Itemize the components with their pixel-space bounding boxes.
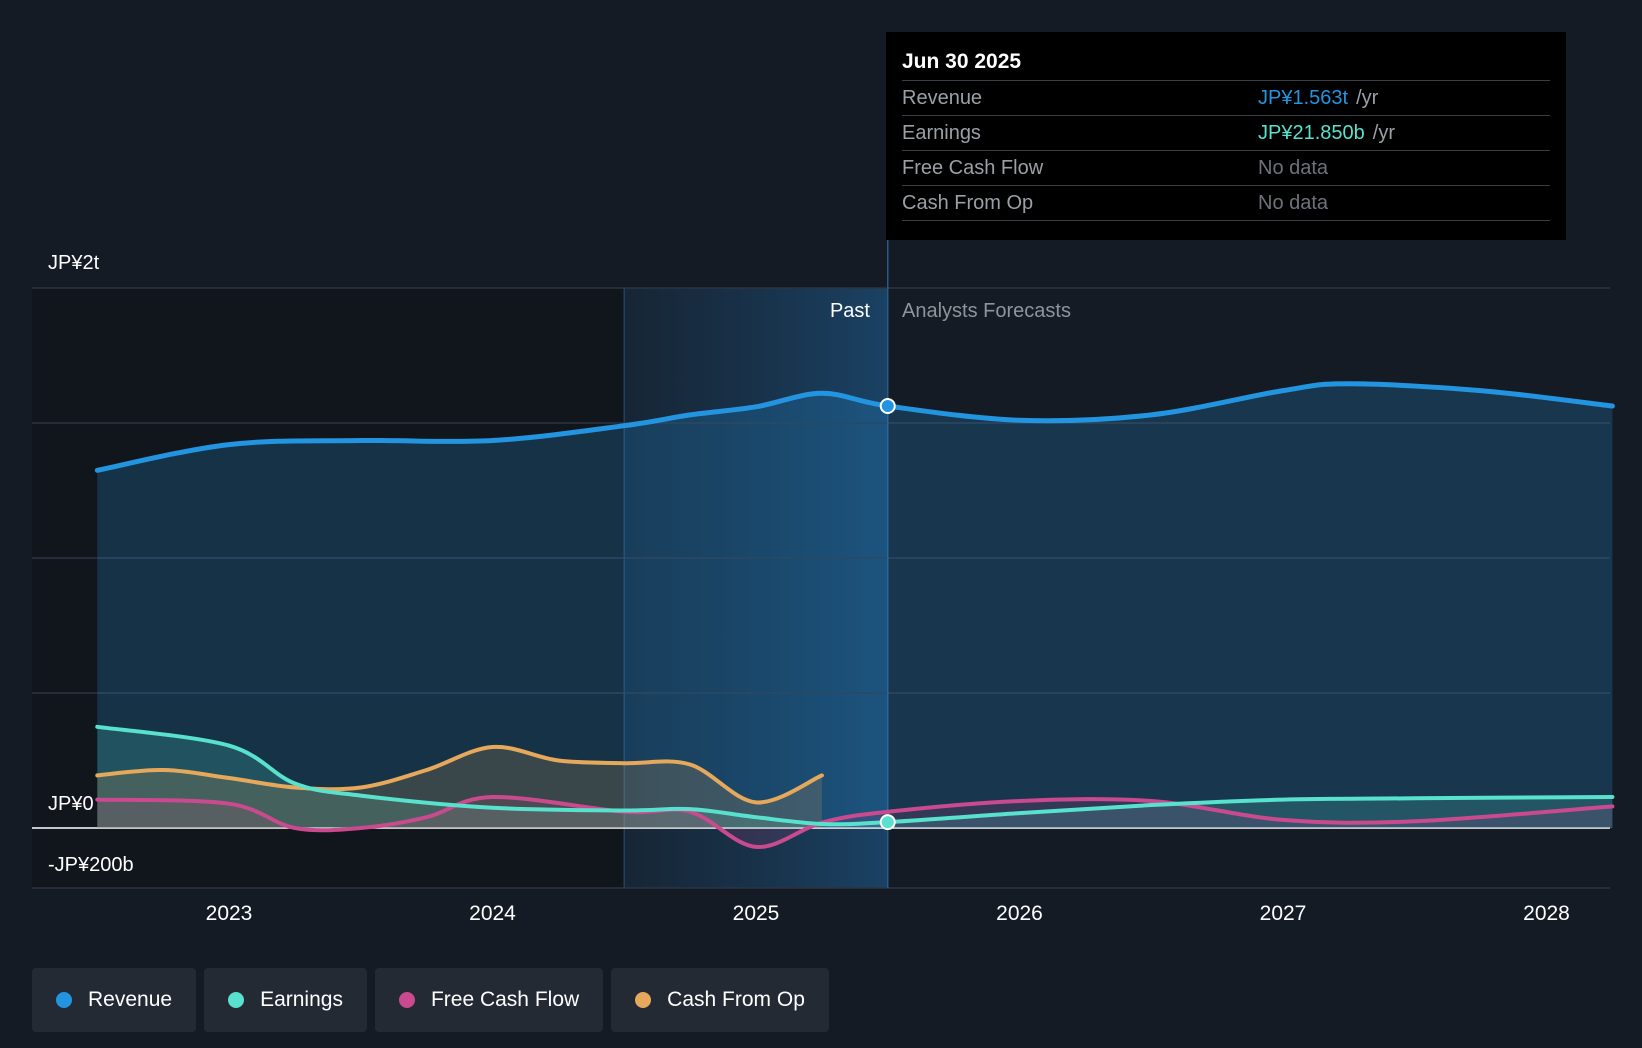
tooltip-row-label: Revenue xyxy=(902,87,983,109)
tooltip-row-cash-from-op: Cash From Op No data xyxy=(902,186,1550,221)
legend-item-revenue[interactable]: Revenue xyxy=(32,968,197,1032)
tooltip-row-earnings: Earnings JP¥21.850b/yr xyxy=(902,116,1550,151)
tooltip-row-label: Free Cash Flow xyxy=(902,157,1044,179)
legend-dot-icon xyxy=(398,992,415,1008)
legend: Revenue Earnings Free Cash Flow Cash From O… xyxy=(32,968,829,1032)
tooltip-row-value: No data xyxy=(1258,157,1329,179)
tooltip-row-label: Earnings xyxy=(902,122,981,144)
x-tick-2028: 2028 xyxy=(1523,902,1570,925)
legend-item-cash-from-op[interactable]: Cash From Op xyxy=(611,968,829,1032)
legend-label: Free Cash Flow xyxy=(430,988,580,1011)
revenue-line xyxy=(94,381,1615,473)
forecast-label: Analysts Forecasts xyxy=(902,300,1071,322)
tooltip-row-value: JP¥1.563t xyxy=(1258,87,1349,109)
x-tick-2023: 2023 xyxy=(205,902,253,925)
x-tick-2026: 2026 xyxy=(996,902,1043,925)
revenue-area xyxy=(97,383,1613,828)
tooltip: Jun 30 2025 Revenue JP¥1.563t/yr Earnings J… xyxy=(886,32,1566,240)
legend-label: Revenue xyxy=(88,988,173,1011)
revenue-marker xyxy=(879,397,896,414)
legend-label: Cash From Op xyxy=(667,988,805,1011)
tooltip-row-revenue: Revenue JP¥1.563t/yr xyxy=(902,81,1550,116)
free-cash-flow-line xyxy=(95,794,1615,849)
legend-item-free-cash-flow[interactable]: Free Cash Flow xyxy=(374,968,604,1032)
x-tick-2027: 2027 xyxy=(1259,902,1307,925)
cash-from-op-line xyxy=(95,744,824,805)
y-axis-label-top: JP¥2t xyxy=(48,252,100,274)
x-tick-2024: 2024 xyxy=(469,902,516,925)
tooltip-row-free-cash-flow: Free Cash Flow No data xyxy=(902,151,1550,186)
tooltip-row-value: JP¥21.850b xyxy=(1258,122,1365,144)
tooltip-date: Jun 30 2025 xyxy=(902,44,1550,81)
y-axis-label-bottom: -JP¥200b xyxy=(48,854,134,876)
legend-dot-icon xyxy=(228,992,245,1008)
cash-from-op-area xyxy=(97,746,822,828)
earnings-line xyxy=(95,724,1615,827)
y-axis-label-zero: JP¥0 xyxy=(48,793,94,815)
legend-dot-icon xyxy=(635,992,652,1008)
legend-item-earnings[interactable]: Earnings xyxy=(204,968,367,1032)
tooltip-row-value: No data xyxy=(1258,192,1329,214)
x-tick-2025: 2025 xyxy=(732,902,780,925)
tooltip-row-unit: /yr xyxy=(1356,87,1379,109)
earnings-marker xyxy=(879,814,896,831)
past-year-highlight xyxy=(624,288,888,888)
tooltip-row-label: Cash From Op xyxy=(902,192,1034,214)
legend-label: Earnings xyxy=(260,988,343,1011)
tooltip-row-unit: /yr xyxy=(1372,122,1395,144)
legend-dot-icon xyxy=(56,992,72,1008)
past-label: Past xyxy=(829,300,870,322)
